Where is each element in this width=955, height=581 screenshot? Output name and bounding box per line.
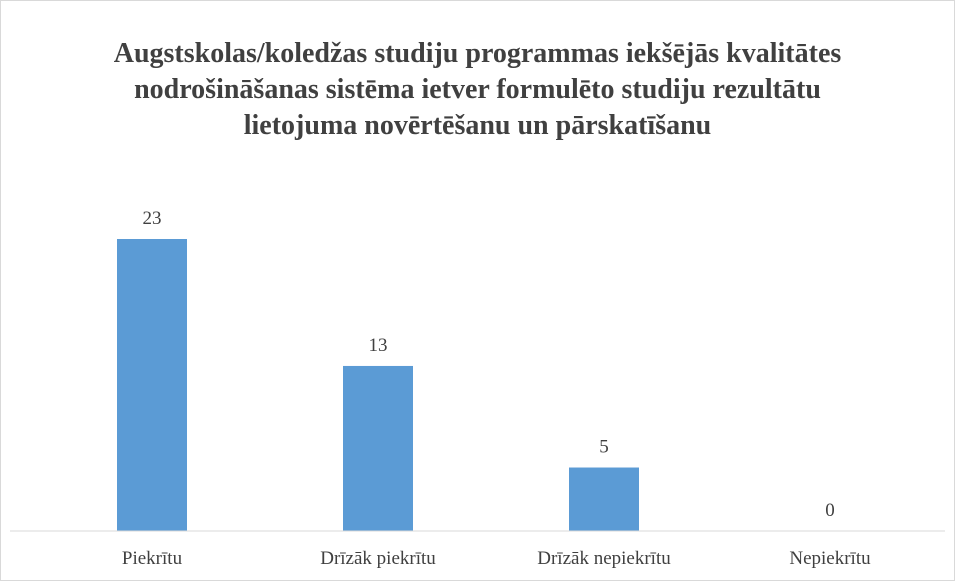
x-tick-label: Drīzāk piekrītu [320,548,436,569]
bar [117,239,187,531]
x-tick-label: Drīzāk nepiekrītu [537,548,671,569]
data-label: 13 [369,335,388,356]
bar [569,467,639,531]
data-label: 5 [599,437,609,458]
data-label: 0 [825,500,835,521]
data-label: 23 [143,208,162,229]
bar [343,365,413,531]
x-tick-label: Nepiekrītu [789,548,871,569]
chart-title: Augstskolas/koledžas studiju programmas … [113,38,842,141]
x-tick-label: Piekrītu [122,548,183,569]
